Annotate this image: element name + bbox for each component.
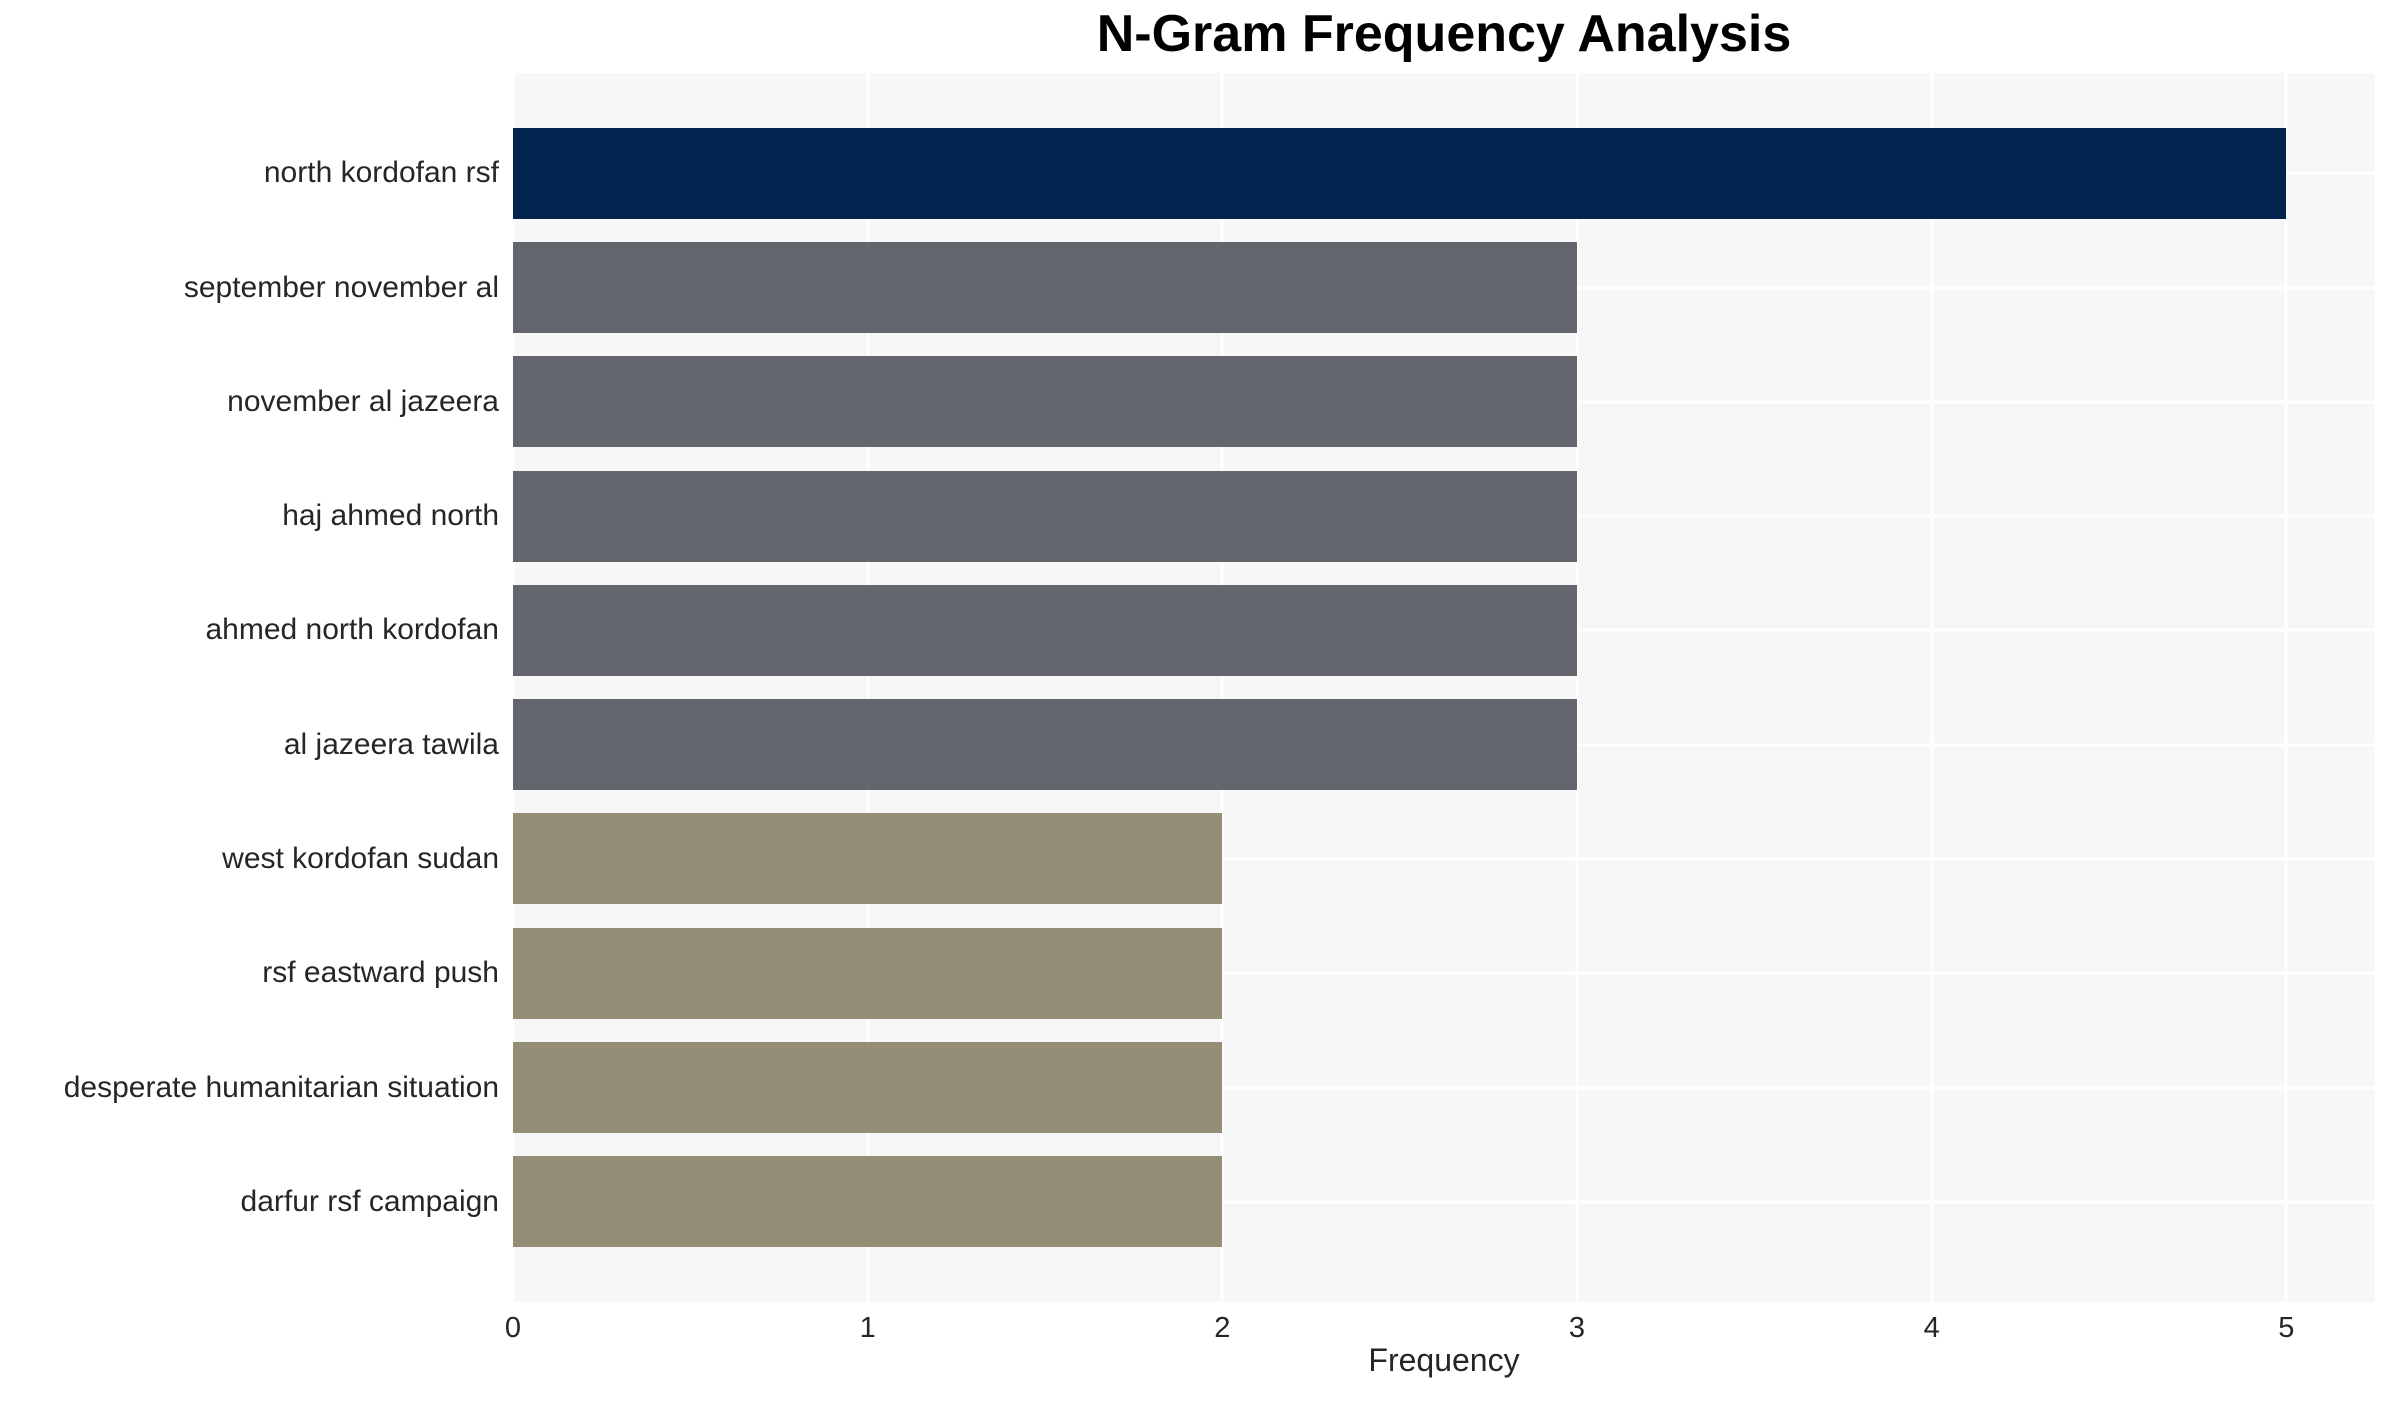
x-axis-title: Frequency	[1368, 1342, 1520, 1378]
x-gridline	[2284, 73, 2288, 1302]
y-gridline	[513, 1086, 2375, 1089]
y-gridline	[513, 857, 2375, 861]
x-tick-label: 0	[504, 1312, 522, 1344]
bar-2	[513, 356, 1577, 448]
y-tick-label: september november al	[183, 270, 499, 304]
y-gridline	[513, 971, 2375, 975]
bar-3	[513, 470, 1577, 562]
y-gridline	[513, 1200, 2375, 1204]
y-tick-label: west kordofan sudan	[222, 841, 499, 875]
x-tick-label: 3	[1568, 1312, 1586, 1344]
x-tick-label: 1	[859, 1312, 876, 1344]
bar-4	[513, 584, 1577, 676]
y-tick-label: darfur rsf campaign	[240, 1184, 499, 1218]
y-tick-label: ahmed north kordofan	[205, 613, 499, 647]
y-tick-label: north kordofan rsf	[263, 156, 499, 190]
bar-7	[513, 927, 1223, 1019]
bar-1	[513, 242, 1577, 333]
y-tick-label: al jazeera tawila	[283, 727, 499, 761]
bar-8	[513, 1042, 1223, 1133]
bar-6	[513, 813, 1223, 905]
plot-area: north kordofan rsf september november al n…	[64, 73, 2375, 1302]
bar-0	[513, 127, 2287, 219]
x-tick-label: 4	[1923, 1312, 1940, 1344]
x-gridline	[866, 73, 870, 1302]
bar-9	[513, 1156, 1223, 1248]
x-gridline	[511, 73, 515, 1302]
x-tick-label: 2	[1214, 1312, 1231, 1344]
y-tick-label: november al jazeera	[227, 384, 499, 418]
y-tick-label: rsf eastward push	[262, 956, 499, 990]
x-gridline	[1220, 73, 1224, 1302]
y-tick-label: haj ahmed north	[282, 499, 499, 532]
x-gridline	[1930, 73, 1934, 1302]
bar-5	[513, 699, 1577, 791]
y-tick-label: desperate humanitarian situation	[63, 1070, 499, 1104]
x-tick-label: 5	[2278, 1312, 2295, 1344]
x-gridline	[1575, 73, 1579, 1302]
chart-title: N-Gram Frequency Analysis	[1096, 5, 1792, 63]
